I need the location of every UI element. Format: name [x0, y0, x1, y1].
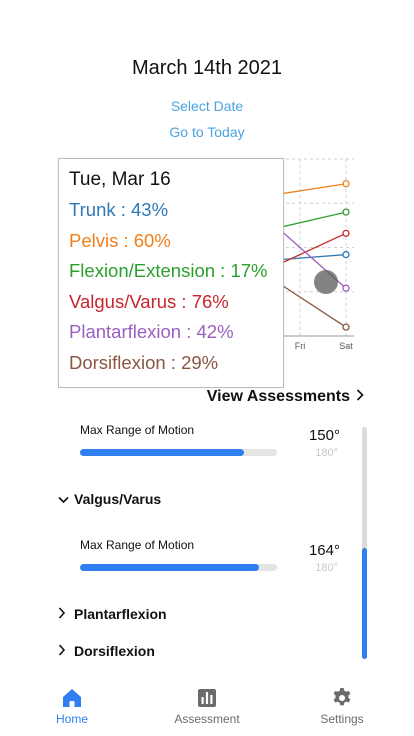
tooltip-row-plantarflexion: Plantarflexion : 42%: [69, 321, 234, 342]
tooltip-row-valgus-varus: Valgus/Varus : 76%: [69, 290, 229, 312]
view-assessments-label: View Assessments: [206, 388, 350, 405]
chart-tooltip: Tue, Mar 16 Trunk : 43% Pelvis : 60% Fle…: [58, 158, 284, 388]
section-plantarflexion[interactable]: Plantarflexion: [58, 606, 167, 622]
series-point: [342, 284, 350, 292]
tab-home[interactable]: Home: [12, 686, 132, 726]
rom-progress-track: [80, 449, 277, 456]
tooltip-title: Tue, Mar 16: [69, 169, 171, 190]
tooltip-row-trunk: Trunk : 43%: [69, 199, 169, 220]
rom-max: 180°: [315, 562, 338, 574]
section-valgus-varus[interactable]: Valgus/Varus: [58, 491, 161, 507]
section-label: Dorsiflexion: [74, 643, 155, 659]
tab-assessment[interactable]: Assessment: [147, 686, 267, 726]
rom-value: 164°: [308, 542, 340, 559]
series-point: [342, 323, 350, 331]
selected-date-title: March 14th 2021: [131, 57, 283, 79]
tab-assessment-label: Assessment: [174, 712, 240, 726]
section-label: Plantarflexion: [74, 606, 167, 622]
view-assessments-link[interactable]: View Assessments: [207, 388, 364, 406]
scrollbar[interactable]: [362, 427, 367, 659]
rom-progress-fill: [80, 449, 245, 456]
tab-settings-label: Settings: [320, 712, 364, 726]
assessment-list[interactable]: Max Range of Motion 150° 180° Valgus/Var…: [0, 420, 414, 665]
chevron-right-icon: [58, 606, 74, 622]
gear-icon: [282, 686, 402, 710]
chevron-right-icon: [58, 643, 74, 659]
rom-progress-fill: [80, 564, 260, 571]
rom-max: 180°: [315, 447, 338, 459]
x-tick-label: Fri: [295, 341, 306, 351]
chevron-right-icon: [356, 388, 364, 406]
go-to-today-link[interactable]: Go to Today: [169, 124, 245, 140]
touch-cursor-indicator: [314, 270, 338, 294]
scrollbar-thumb[interactable]: [362, 547, 367, 659]
x-tick-label: Sat: [339, 341, 353, 351]
section-dorsiflexion[interactable]: Dorsiflexion: [58, 643, 155, 659]
series-point: [342, 250, 350, 259]
select-date-link[interactable]: Select Date: [170, 98, 244, 114]
chevron-down-icon: [58, 492, 74, 507]
series-point: [342, 208, 350, 216]
tooltip-row-dorsiflexion: Dorsiflexion : 29%: [69, 351, 219, 373]
tab-home-label: Home: [55, 712, 88, 726]
rom-label: Max Range of Motion: [80, 423, 195, 437]
rom-label: Max Range of Motion: [80, 538, 195, 552]
rom-progress-track: [80, 564, 277, 571]
bottom-tab-bar: Home Assessment Settings: [0, 686, 414, 736]
section-label: Valgus/Varus: [74, 491, 162, 507]
tooltip-row-flexion-extension: Flexion/Extension : 17%: [69, 260, 268, 281]
series-point: [342, 180, 350, 188]
rom-value: 150°: [308, 427, 340, 444]
tooltip-row-pelvis: Pelvis : 60%: [69, 229, 171, 251]
tab-settings[interactable]: Settings: [282, 686, 402, 726]
bar-chart-icon: [147, 686, 267, 710]
home-icon: [12, 686, 132, 710]
series-point: [342, 229, 350, 237]
